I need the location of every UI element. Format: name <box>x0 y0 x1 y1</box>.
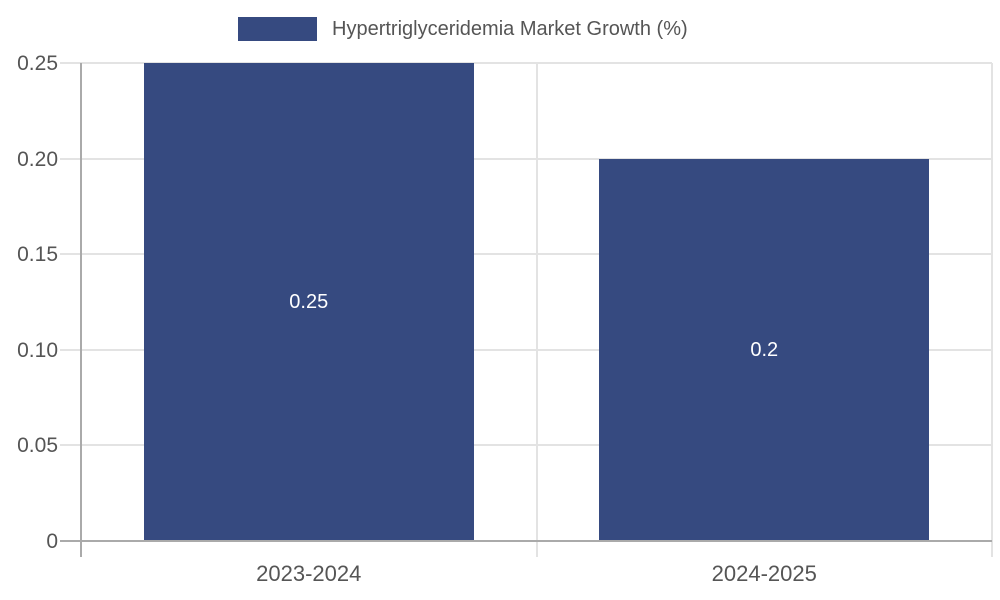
y-axis-tick <box>60 348 81 351</box>
bar-value-label: 0.25 <box>289 291 329 313</box>
bar-2023-2024 <box>143 63 474 541</box>
y-axis-tick <box>60 62 81 64</box>
bar-2024-2025 <box>599 158 930 541</box>
x-axis-tick-label: 2024-2025 <box>711 561 817 586</box>
y-axis-tick-label: 0.20 <box>17 147 58 171</box>
y-axis-tick-label: 0 <box>46 530 58 553</box>
x-axis-line <box>60 540 992 542</box>
y-axis-tick-label: 0.05 <box>17 434 58 458</box>
y-axis-tick-label: 0.15 <box>17 243 58 267</box>
x-gridline <box>991 63 993 557</box>
y-axis-tick-label: 0.25 <box>17 52 58 75</box>
y-axis-line <box>80 63 82 557</box>
y-axis-tick <box>60 157 81 160</box>
y-axis-tick <box>60 444 81 447</box>
chart-legend: Hypertriglyceridemia Market Growth (%) <box>238 17 688 41</box>
x-axis-tick-label: 2023-2024 <box>256 561 362 586</box>
y-axis-tick <box>60 253 81 256</box>
legend-label: Hypertriglyceridemia Market Growth (%) <box>332 18 688 40</box>
legend-swatch <box>238 17 317 41</box>
bar-value-label: 0.2 <box>750 338 779 361</box>
x-gridline <box>535 63 538 557</box>
y-axis-tick-label: 0.10 <box>17 338 58 362</box>
